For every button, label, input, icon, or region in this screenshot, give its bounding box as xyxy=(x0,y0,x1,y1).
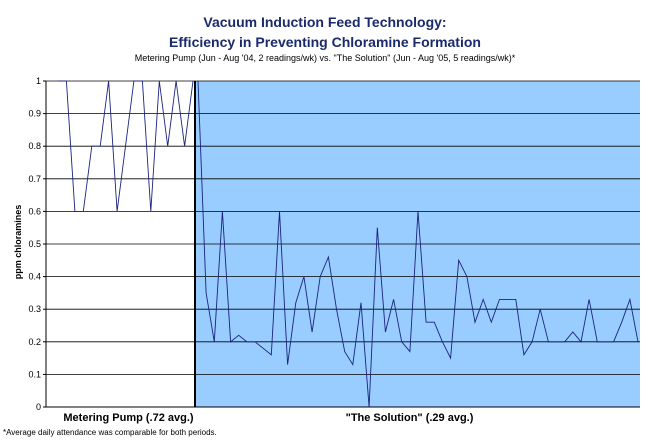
chart-caption: Metering Pump (Jun - Aug '04, 2 readings… xyxy=(134,53,516,63)
y-tick-label: 0.8 xyxy=(28,141,41,151)
footnote: *Average daily attendance was comparable… xyxy=(3,428,217,437)
y-tick-label: 0.5 xyxy=(28,239,41,249)
category-label-metering-pump: Metering Pump (.72 avg.) xyxy=(63,412,194,424)
series-line-metering-pump xyxy=(58,80,194,212)
y-tick-label: 0.4 xyxy=(28,272,41,282)
y-axis-ticks: 0 0.1 0.2 0.3 0.4 0.5 0.6 0.7 0.8 0.9 1 xyxy=(28,76,46,412)
category-label-solution: "The Solution" (.29 avg.) xyxy=(346,412,474,424)
chart-title-line2: Efficiency in Preventing Chloramine Form… xyxy=(169,34,481,50)
y-tick-label: 0.1 xyxy=(28,369,41,379)
series-line-solution xyxy=(197,80,639,408)
chart-title: Vacuum Induction Feed Technology: xyxy=(203,14,447,30)
y-tick-label: 0.2 xyxy=(28,337,41,347)
y-tick-label: 1 xyxy=(36,76,41,86)
y-tick-label: 0.7 xyxy=(28,174,41,184)
gridlines xyxy=(46,80,640,375)
y-tick-label: 0 xyxy=(36,402,41,412)
y-tick-label: 0.3 xyxy=(28,304,41,314)
y-tick-label: 0.6 xyxy=(28,206,41,216)
y-tick-label: 0.9 xyxy=(28,109,41,119)
